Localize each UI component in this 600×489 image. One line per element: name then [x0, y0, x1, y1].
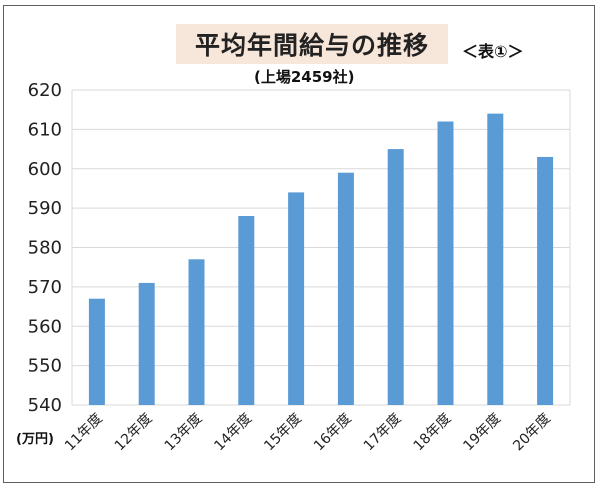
- bar-12年度: [138, 282, 155, 405]
- y-tick-label: 600: [28, 159, 62, 180]
- x-tick-labels: 11年度 12年度 13年度 14年度 15年度 16年度 17年度 18年度 19年度 20年度: [62, 411, 554, 455]
- chart-subtitle: (上場2459社): [254, 68, 355, 86]
- bar-11年度: [88, 298, 105, 405]
- bar-20年度: [537, 156, 554, 405]
- x-tick-label: 19年度: [460, 411, 504, 455]
- x-tick-label: 12年度: [112, 411, 156, 455]
- x-tick-label: 13年度: [162, 411, 206, 455]
- bar-18年度: [437, 121, 454, 405]
- bar-16年度: [337, 172, 354, 405]
- y-tick-label: 550: [28, 356, 62, 377]
- bars: [88, 113, 554, 405]
- x-tick-label: 14年度: [211, 411, 255, 455]
- bar-19年度: [487, 113, 504, 405]
- x-tick-label: 16年度: [311, 411, 355, 455]
- x-tick-label: 17年度: [361, 411, 405, 455]
- y-unit-label: (万円): [16, 432, 54, 447]
- y-tick-label: 570: [28, 277, 62, 298]
- bar-17年度: [387, 149, 404, 405]
- bar-15年度: [288, 192, 305, 405]
- y-tick-label: 620: [28, 80, 62, 101]
- y-tick-label: 610: [28, 119, 62, 140]
- x-tick-label: 11年度: [62, 411, 106, 455]
- title-box: 平均年間給与の推移: [176, 24, 448, 64]
- x-tick-label: 15年度: [261, 411, 305, 455]
- y-tick-label: 580: [28, 238, 62, 259]
- chart-title: 平均年間給与の推移: [194, 31, 429, 60]
- x-tick-label: 20年度: [510, 411, 554, 455]
- bar-14年度: [238, 216, 255, 405]
- x-tick-label: 18年度: [411, 411, 455, 455]
- gridlines: [71, 89, 571, 406]
- y-tick-label: 560: [28, 316, 62, 337]
- y-tick-label: 540: [28, 395, 62, 416]
- bar-13年度: [188, 259, 205, 405]
- chart-title-tag: ＜表①＞: [462, 42, 524, 61]
- y-tick-labels: 620 610 600 590 580 570 560 550 540: [28, 80, 62, 416]
- y-tick-label: 590: [28, 198, 62, 219]
